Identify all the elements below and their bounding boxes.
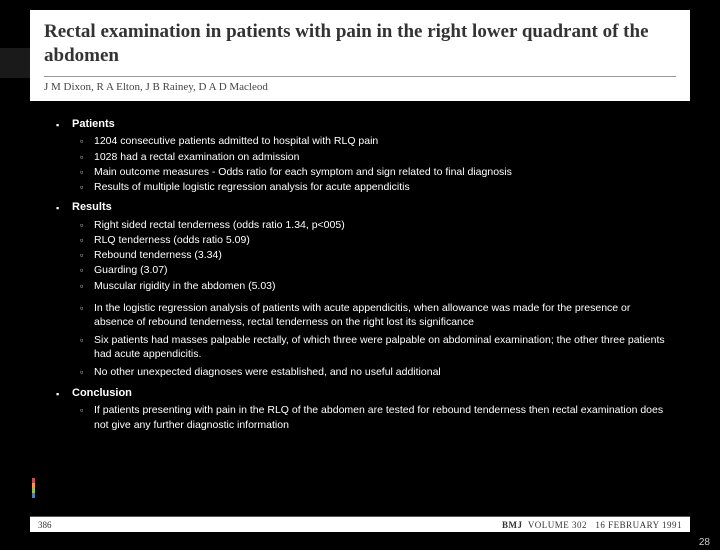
list-item: Results of multiple logistic regression … (94, 180, 670, 194)
list-item: Muscular rigidity in the abdomen (5.03) (94, 279, 670, 293)
list-item: 1028 had a rectal examination on admissi… (94, 150, 670, 164)
results-list-2: In the logistic regression analysis of p… (72, 301, 670, 380)
section-patients-heading: Patients (72, 117, 670, 132)
list-item: Rebound tenderness (3.34) (94, 248, 670, 262)
footer-journal: BMJ (502, 520, 523, 530)
accent-bar (32, 478, 35, 498)
footer-date: 16 FEBRUARY 1991 (595, 520, 682, 530)
list-item: RLQ tenderness (odds ratio 5.09) (94, 233, 670, 247)
list-item: Right sided rectal tenderness (odds rati… (94, 218, 670, 232)
list-item: Six patients had masses palpable rectall… (94, 333, 670, 361)
paper-authors: J M Dixon, R A Elton, J B Rainey, D A D … (44, 76, 676, 93)
list-item: If patients presenting with pain in the … (94, 403, 670, 431)
footer-volume: VOLUME 302 (528, 520, 587, 530)
paper-header: Rectal examination in patients with pain… (30, 10, 690, 101)
list-item: Main outcome measures - Odds ratio for e… (94, 165, 670, 179)
list-item: In the logistic regression analysis of p… (94, 301, 670, 329)
slide-number: 28 (699, 537, 710, 548)
list-item: 1204 consecutive patients admitted to ho… (94, 134, 670, 148)
conclusion-list: If patients presenting with pain in the … (72, 403, 670, 431)
list-item: No other unexpected diagnoses were estab… (94, 365, 670, 379)
section-conclusion-heading: Conclusion (72, 386, 670, 401)
side-tab (0, 48, 30, 78)
paper-title: Rectal examination in patients with pain… (44, 20, 676, 68)
section-results-heading: Results (72, 200, 670, 215)
paper-footer: 386 BMJ VOLUME 302 16 FEBRUARY 1991 (30, 516, 690, 532)
footer-citation: BMJ VOLUME 302 16 FEBRUARY 1991 (502, 520, 682, 530)
footer-page-left: 386 (38, 520, 52, 530)
list-item: Guarding (3.07) (94, 263, 670, 277)
slide-content: Patients 1204 consecutive patients admit… (0, 101, 720, 432)
results-list-1: Right sided rectal tenderness (odds rati… (72, 218, 670, 293)
patients-list: 1204 consecutive patients admitted to ho… (72, 134, 670, 194)
accent-swatch (32, 493, 35, 498)
